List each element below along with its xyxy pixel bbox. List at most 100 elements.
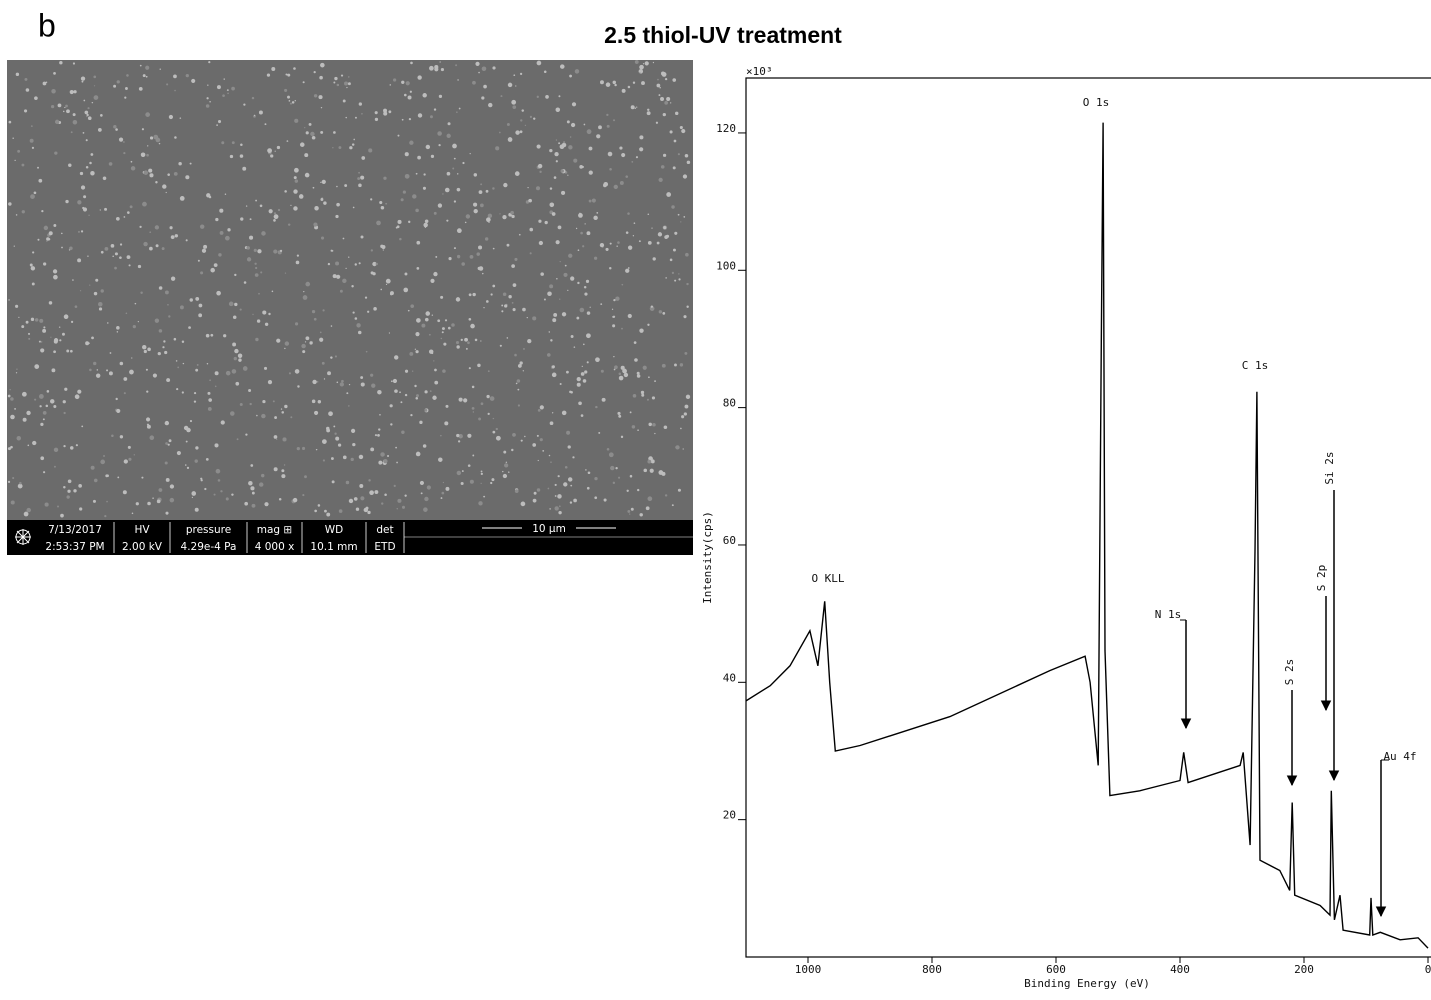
sem-speck [383, 111, 388, 116]
sem-value: 2.00 kV [122, 541, 163, 553]
sem-speck [617, 411, 621, 415]
sem-speck [502, 470, 504, 473]
sem-speck [63, 486, 66, 489]
sem-speck [533, 491, 537, 495]
sem-speck [460, 338, 463, 342]
sem-speck [72, 62, 76, 65]
sem-speck [323, 201, 327, 205]
sem-speck [446, 171, 451, 176]
sem-speck [364, 296, 368, 299]
sem-speck [167, 303, 169, 306]
sem-speck [199, 224, 205, 229]
sem-speck [383, 108, 388, 113]
sem-speck [350, 428, 356, 434]
sem-speck [195, 460, 198, 463]
sem-speck [234, 348, 239, 354]
sem-speck [360, 235, 364, 239]
sem-speck [482, 272, 484, 275]
peak-label: Si 2s [1323, 451, 1336, 484]
sem-speck [568, 253, 573, 258]
sem-speck [123, 377, 128, 381]
sem-speck [583, 123, 586, 126]
sem-value: 2:53:37 PM [45, 541, 104, 553]
sem-speck [66, 495, 70, 499]
sem-speck [99, 209, 101, 211]
sem-speck [162, 184, 167, 189]
sem-speck [478, 190, 483, 195]
sem-speck [207, 407, 212, 411]
sem-speck [90, 170, 95, 176]
sem-speck [457, 79, 459, 81]
sem-speck [394, 355, 399, 360]
sem-speck [286, 140, 289, 142]
sem-speck [682, 174, 688, 179]
sem-speck [598, 125, 602, 130]
sem-speck [145, 368, 148, 371]
sem-speck [458, 397, 463, 402]
sem-speck [584, 292, 588, 296]
sem-speck [506, 123, 510, 126]
sem-speck [515, 85, 517, 87]
sem-speck [423, 222, 428, 228]
sem-speck [641, 81, 645, 86]
sem-speck [492, 284, 496, 288]
sem-speck [625, 268, 630, 273]
sem-speck [374, 117, 379, 122]
sem-speck [93, 75, 97, 79]
sem-speck [627, 313, 632, 319]
sem-speck [44, 502, 49, 507]
sem-speck [404, 152, 409, 157]
sem-speck [12, 137, 14, 139]
sem-speck [149, 136, 154, 140]
sem-speck [422, 186, 426, 190]
sem-speck [652, 257, 656, 261]
sem-speck [477, 266, 481, 271]
y-tick-label: 80 [723, 397, 736, 410]
sem-speck [64, 387, 68, 391]
sem-speck [152, 373, 157, 378]
sem-speck [114, 266, 117, 270]
sem-speck [511, 448, 514, 452]
sem-speck [588, 199, 592, 203]
sem-speck [231, 86, 235, 91]
sem-speck [334, 355, 338, 358]
sem-speck [422, 93, 427, 98]
sem-speck [586, 333, 591, 339]
sem-speck [336, 381, 339, 384]
sem-speck [681, 129, 686, 134]
sem-speck [197, 259, 200, 262]
sem-speck [149, 173, 154, 178]
sem-speck [383, 176, 387, 180]
sem-speck [521, 109, 525, 112]
sem-speck [664, 494, 668, 497]
sem-speck [403, 93, 407, 97]
sem-speck [642, 63, 645, 65]
sem-speck [430, 115, 433, 119]
sem-speck [680, 221, 682, 223]
sem-speck [8, 299, 10, 301]
sem-speck [385, 278, 391, 284]
sem-speck [346, 86, 348, 89]
sem-speck [324, 509, 327, 513]
sem-speck [42, 81, 47, 86]
sem-speck [337, 443, 342, 447]
sem-speck [582, 245, 585, 248]
sem-speck [83, 99, 86, 102]
sem-speck [38, 178, 43, 183]
sem-speck [30, 125, 33, 127]
sem-speck [465, 347, 468, 350]
sem-speck [481, 96, 485, 100]
sem-speck [143, 170, 149, 175]
sem-speck [522, 370, 524, 372]
sem-speck [686, 305, 689, 308]
sem-speck [594, 496, 598, 500]
sem-speck [173, 74, 177, 79]
sem-speck [522, 307, 526, 312]
sem-speck [486, 394, 490, 399]
sem-speck [532, 498, 537, 503]
sem-speck [347, 82, 351, 86]
sem-speck [217, 479, 221, 482]
sem-speck [12, 476, 15, 480]
sem-speck [478, 245, 483, 250]
sem-speck [409, 352, 414, 356]
